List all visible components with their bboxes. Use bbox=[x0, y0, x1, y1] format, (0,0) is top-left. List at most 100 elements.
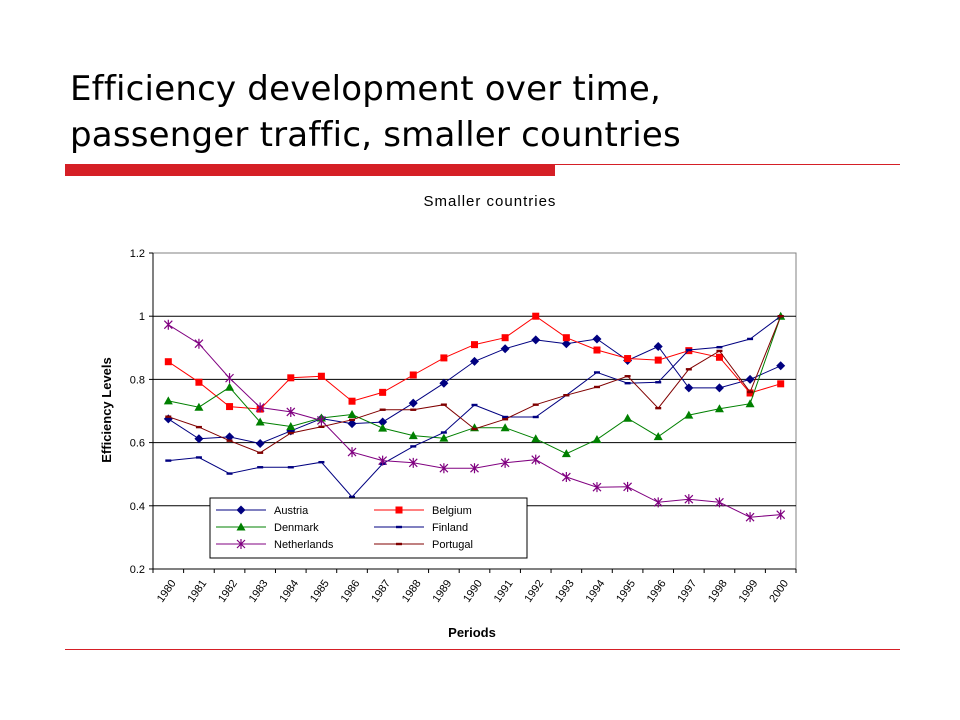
legend-label: Finland bbox=[432, 522, 468, 534]
data-point bbox=[624, 355, 632, 363]
data-point bbox=[714, 404, 724, 413]
data-point bbox=[255, 439, 265, 449]
data-point bbox=[409, 371, 417, 379]
data-point bbox=[623, 481, 633, 492]
y-tick-label: 1 bbox=[139, 311, 145, 323]
data-point bbox=[408, 398, 418, 408]
data-point bbox=[194, 338, 204, 349]
data-point bbox=[165, 459, 172, 462]
data-point bbox=[379, 388, 387, 396]
data-point bbox=[531, 335, 541, 345]
data-point bbox=[593, 385, 600, 389]
data-point bbox=[257, 451, 264, 454]
data-point bbox=[347, 447, 357, 458]
data-point bbox=[165, 415, 172, 418]
x-axis-ticks: 1980 1981 1982 1983 1984 1985 1986 1987 1988 1989… bbox=[152, 568, 797, 605]
data-point bbox=[747, 390, 754, 394]
data-point bbox=[440, 431, 447, 434]
efficiency-line-chart: Smaller countries Periods Efficiency Lev… bbox=[99, 193, 797, 640]
data-point bbox=[163, 319, 173, 330]
data-point bbox=[164, 358, 172, 366]
data-point bbox=[349, 418, 356, 422]
x-tick-label: 2000 bbox=[767, 578, 791, 605]
data-point bbox=[440, 403, 447, 406]
data-point bbox=[379, 408, 386, 411]
data-point bbox=[654, 356, 662, 364]
legend-item: Belgium bbox=[374, 505, 472, 517]
data-point bbox=[593, 371, 600, 374]
footer-rule bbox=[65, 649, 900, 650]
legend-item: Netherlands bbox=[216, 539, 334, 551]
data-point bbox=[163, 396, 173, 405]
data-point bbox=[653, 432, 663, 441]
data-point bbox=[561, 339, 571, 349]
legend-item: Austria bbox=[216, 505, 309, 517]
data-point bbox=[531, 434, 541, 443]
data-point bbox=[396, 525, 402, 529]
legend-box bbox=[209, 497, 528, 559]
data-point bbox=[439, 463, 449, 474]
data-point bbox=[777, 315, 784, 318]
data-point bbox=[226, 472, 233, 475]
x-tick-label: 1991 bbox=[492, 578, 516, 605]
data-point bbox=[410, 445, 417, 448]
data-point bbox=[500, 423, 510, 432]
y-tick-label: 0.6 bbox=[130, 438, 145, 450]
title-rule bbox=[555, 164, 900, 165]
data-point bbox=[684, 383, 694, 393]
data-point bbox=[439, 433, 449, 442]
data-point bbox=[318, 425, 325, 428]
data-point bbox=[561, 472, 571, 483]
data-point bbox=[255, 402, 265, 413]
data-point bbox=[347, 409, 357, 418]
data-point bbox=[408, 431, 418, 440]
legend-item: Portugal bbox=[374, 539, 473, 551]
slide-title-line1: Efficiency development over time, bbox=[70, 69, 662, 109]
data-point bbox=[563, 394, 570, 397]
legend-item: Finland bbox=[374, 522, 468, 534]
data-point bbox=[655, 406, 662, 410]
series-netherlands bbox=[163, 319, 786, 523]
legend-item: Denmark bbox=[216, 522, 319, 534]
data-point bbox=[348, 397, 356, 405]
data-point bbox=[255, 417, 265, 426]
x-tick-label: 1994 bbox=[584, 578, 608, 605]
x-tick-label: 1990 bbox=[461, 578, 485, 605]
x-tick-label: 1996 bbox=[645, 578, 669, 605]
data-point bbox=[561, 449, 571, 458]
x-tick-label: 1981 bbox=[186, 578, 210, 605]
data-point bbox=[532, 312, 540, 320]
data-point bbox=[395, 506, 403, 514]
y-tick-label: 0.4 bbox=[130, 501, 145, 513]
x-tick-label: 1992 bbox=[522, 578, 546, 605]
series-portugal bbox=[165, 315, 784, 454]
data-point bbox=[378, 417, 388, 427]
legend-label: Portugal bbox=[432, 539, 473, 551]
data-point bbox=[502, 418, 509, 421]
data-point bbox=[776, 509, 786, 520]
data-point bbox=[777, 380, 785, 388]
x-tick-label: 1982 bbox=[216, 578, 240, 605]
data-point bbox=[439, 378, 449, 388]
data-point bbox=[236, 539, 246, 549]
data-point bbox=[532, 403, 539, 406]
data-point bbox=[655, 381, 662, 384]
x-axis-label: Periods bbox=[448, 625, 496, 640]
data-point bbox=[195, 378, 203, 386]
data-point bbox=[225, 432, 235, 442]
y-axis-label: Efficiency Levels bbox=[99, 357, 114, 463]
data-point bbox=[349, 495, 356, 499]
x-tick-label: 1987 bbox=[369, 578, 393, 605]
data-point bbox=[714, 383, 724, 393]
y-tick-label: 0.2 bbox=[130, 564, 145, 576]
data-point bbox=[623, 413, 633, 422]
y-tick-label: 1.2 bbox=[130, 248, 145, 260]
data-point bbox=[440, 354, 448, 362]
data-point bbox=[745, 512, 755, 523]
chart-title: Smaller countries bbox=[424, 193, 557, 210]
data-point bbox=[624, 381, 631, 385]
x-tick-label: 1999 bbox=[737, 578, 761, 605]
series-denmark bbox=[163, 311, 786, 458]
series-belgium bbox=[164, 312, 785, 413]
data-point bbox=[316, 415, 326, 426]
